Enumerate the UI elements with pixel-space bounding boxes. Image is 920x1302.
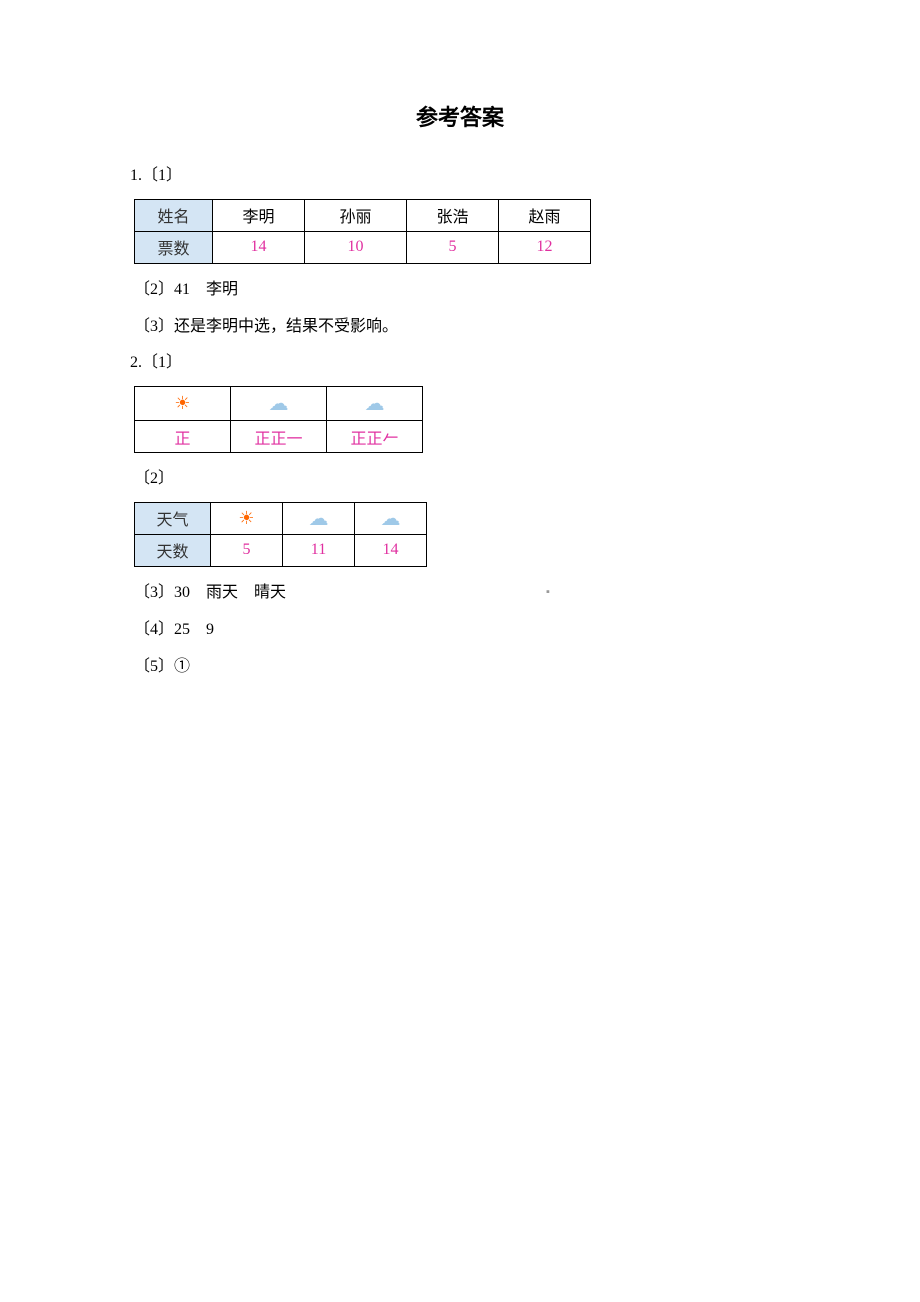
q2-part5: 〔5〕① xyxy=(134,653,790,682)
q2t1-sun-cell: ☀ xyxy=(135,387,231,421)
rain-icon: ☁ xyxy=(365,391,385,416)
q2t2-rain-cell: ☁ xyxy=(355,502,427,534)
q1-part1-label: 1.〔1〕 xyxy=(130,162,790,191)
table-row: 姓名 李明 孙丽 张浩 赵雨 xyxy=(135,199,591,231)
q2t2-v3: 14 xyxy=(355,534,427,566)
q2-part3: 〔3〕30 雨天 晴天▪ xyxy=(134,579,790,608)
q1-v4: 12 xyxy=(499,231,591,263)
page-title: 参考答案 xyxy=(130,100,790,132)
q2-part4: 〔4〕25 9 xyxy=(134,616,790,645)
q2t1-t2: 正正一 xyxy=(231,421,327,453)
q2-part1-label: 2.〔1〕 xyxy=(130,349,790,378)
q2t2-cloud-cell: ☁ xyxy=(283,502,355,534)
q1-v1: 14 xyxy=(213,231,305,263)
q1-h-c4: 赵雨 xyxy=(499,199,591,231)
q1-part3: 〔3〕还是李明中选，结果不受影响。 xyxy=(134,313,790,342)
cloud-icon: ☁ xyxy=(309,506,329,531)
q1-h-name: 姓名 xyxy=(135,199,213,231)
sun-icon: ☀ xyxy=(238,508,254,529)
table-row: 天数 5 11 14 xyxy=(135,534,427,566)
q1-h-c1: 李明 xyxy=(213,199,305,231)
q2t1-rain-cell: ☁ xyxy=(327,387,423,421)
q2t2-v1: 5 xyxy=(211,534,283,566)
rain-icon: ☁ xyxy=(381,506,401,531)
q2t2-v2: 11 xyxy=(283,534,355,566)
q2t1-t3: 正正𠂉 xyxy=(327,421,423,453)
sun-icon: ☀ xyxy=(174,393,190,414)
q1-h-c2: 孙丽 xyxy=(305,199,407,231)
q2-table1: ☀ ☁ ☁ 正 正正一 正正𠂉 xyxy=(134,386,423,453)
q1-v2: 10 xyxy=(305,231,407,263)
q2t1-cloud-cell: ☁ xyxy=(231,387,327,421)
q2t2-r2-label: 天数 xyxy=(135,534,211,566)
cloud-icon: ☁ xyxy=(269,391,289,416)
q1-table: 姓名 李明 孙丽 张浩 赵雨 票数 14 10 5 12 xyxy=(134,199,591,264)
table-row: 正 正正一 正正𠂉 xyxy=(135,421,423,453)
q1-h-c3: 张浩 xyxy=(407,199,499,231)
q1-r2-label: 票数 xyxy=(135,231,213,263)
q1-v3: 5 xyxy=(407,231,499,263)
table-row: ☀ ☁ ☁ xyxy=(135,387,423,421)
q2-table2: 天气 ☀ ☁ ☁ 天数 5 11 14 xyxy=(134,502,427,567)
q1-part2: 〔2〕41 李明 xyxy=(134,276,790,305)
q2t1-t1: 正 xyxy=(135,421,231,453)
q2t2-sun-cell: ☀ xyxy=(211,502,283,534)
table-row: 天气 ☀ ☁ ☁ xyxy=(135,502,427,534)
q2-part2-label: 〔2〕 xyxy=(134,465,790,494)
dot-mark: ▪ xyxy=(546,583,550,603)
q2t2-h-weather: 天气 xyxy=(135,502,211,534)
table-row: 票数 14 10 5 12 xyxy=(135,231,591,263)
